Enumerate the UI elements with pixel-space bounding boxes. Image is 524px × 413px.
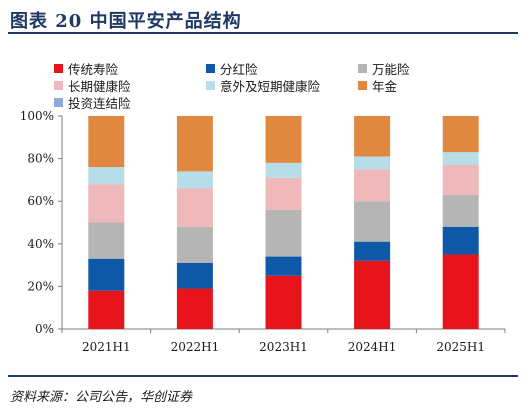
bar-segment	[176, 226, 213, 263]
bar-segment	[442, 116, 479, 153]
legend-label: 意外及短期健康险	[220, 78, 321, 94]
y-tick-label: 40%	[27, 237, 54, 251]
bar-segment	[265, 116, 302, 163]
legend-label: 长期健康险	[68, 78, 131, 94]
bar-segment	[265, 177, 302, 210]
bar-segment	[176, 288, 213, 329]
bar-segment	[265, 209, 302, 257]
legend-swatch	[54, 80, 63, 90]
y-tick-label: 80%	[27, 152, 54, 166]
legend-swatch	[54, 63, 63, 73]
legend-item: 万能险	[358, 60, 410, 77]
bar-segment	[88, 184, 125, 223]
legend-label: 传统寿险	[68, 61, 119, 77]
bar-segment	[354, 156, 391, 170]
bar-segment	[442, 194, 479, 227]
figure-title: 图表 20 中国平安产品结构	[10, 11, 242, 32]
x-tick-label: 2023H1	[259, 340, 308, 354]
y-tick-label: 20%	[27, 279, 54, 293]
bar-segment	[442, 164, 479, 195]
stacked-bar-chart: 0% 20% 40% 60% 80% 100% 2021H1 2022H1 2023H1 2024…	[20, 109, 506, 354]
bar-segment	[88, 258, 125, 291]
legend-label: 分红险	[220, 61, 258, 77]
chart-legend: 传统寿险 分红险 万能险长期健康险 意外及短期健康险 年金投资连结险	[54, 60, 514, 111]
source-note: 资料来源：公司公告，华创证券	[10, 390, 193, 405]
x-tick-label: 2024H1	[348, 340, 397, 354]
bar-segment	[442, 152, 479, 165]
legend-item: 意外及短期健康险	[206, 77, 321, 94]
legend-swatch	[206, 80, 215, 90]
legend-item: 分红险	[206, 60, 258, 77]
legend-swatch	[206, 63, 215, 73]
bar-segment	[88, 167, 125, 185]
bar-segment	[176, 116, 213, 172]
bar-segment	[354, 169, 391, 202]
legend-item: 传统寿险	[54, 60, 119, 77]
y-tick-label: 60%	[27, 194, 54, 208]
legend-swatch	[54, 97, 63, 107]
legend-item: 长期健康险	[54, 77, 131, 94]
bar-segment	[88, 222, 125, 259]
y-tick-label: 100%	[20, 109, 54, 123]
x-tick-label: 2021H1	[82, 340, 131, 354]
bar-segment	[442, 226, 479, 255]
legend-swatch	[358, 80, 367, 90]
legend-swatch	[358, 63, 367, 73]
figure-header: 图表 20 中国平安产品结构	[8, 4, 518, 34]
bar-segment	[176, 171, 213, 189]
title-rule	[8, 32, 518, 34]
bar-segment	[88, 116, 125, 168]
bar-segment	[265, 275, 302, 329]
bar-segment	[176, 262, 213, 289]
bar-segment	[88, 290, 125, 329]
bar-segment	[265, 162, 302, 178]
legend-label: 年金	[372, 78, 398, 94]
legend-label: 万能险	[372, 61, 410, 77]
bar-segment	[354, 116, 391, 157]
bar-segment	[442, 254, 479, 329]
legend-item: 投资连结险	[54, 94, 131, 111]
x-tick-label: 2025H1	[436, 340, 485, 354]
x-tick-label: 2022H1	[171, 340, 220, 354]
bar-segment	[354, 260, 391, 329]
bar-segment	[354, 201, 391, 242]
bar-segment	[265, 256, 302, 276]
y-tick-label: 0%	[35, 322, 54, 336]
legend-label: 投资连结险	[68, 95, 131, 111]
bar-segment	[176, 188, 213, 227]
legend-item: 年金	[358, 77, 398, 94]
bar-segment	[354, 241, 391, 261]
bottom-rule	[8, 375, 518, 377]
